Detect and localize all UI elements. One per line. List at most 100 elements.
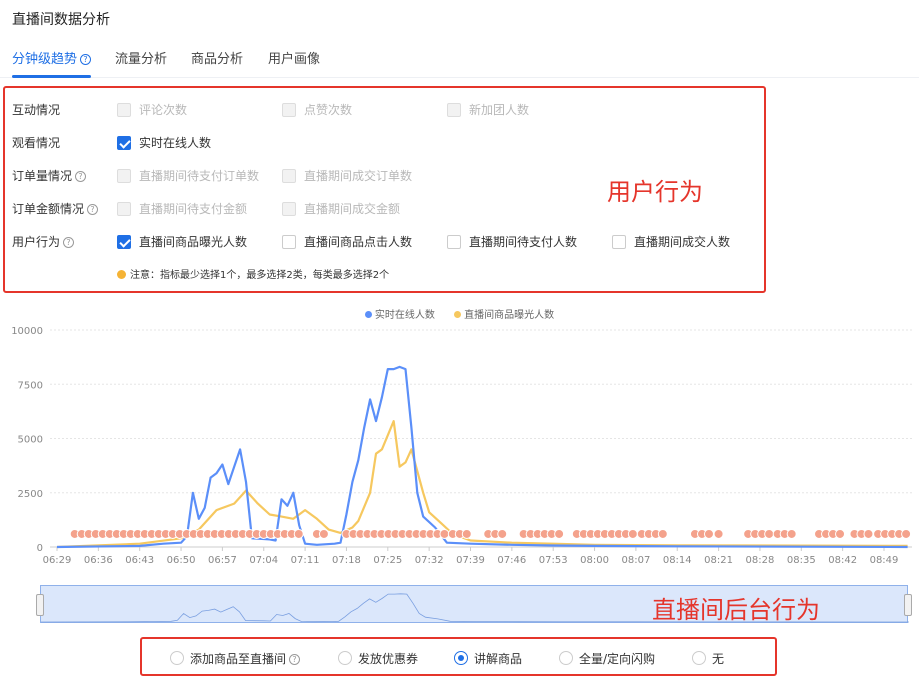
tab-user-profile[interactable]: 用户画像	[268, 52, 321, 67]
legend-item-exposure[interactable]: 直播间商品曝光人数	[454, 310, 554, 321]
radio-circle	[338, 651, 352, 665]
radio-label: 添加商品至直播间	[190, 652, 287, 666]
x-tick-label: 07:32	[415, 555, 444, 566]
x-tick-label: 06:29	[43, 555, 72, 566]
radio-circle	[692, 651, 706, 665]
radio-label: 发放优惠券	[358, 652, 419, 666]
checkbox[interactable]	[117, 103, 131, 117]
chart-legend: 实时在线人数 直播间商品曝光人数	[0, 306, 919, 321]
help-icon[interactable]: ?	[87, 204, 99, 215]
radio-label: 无	[712, 652, 725, 666]
group-label-text: 互动情况	[12, 103, 61, 117]
warning-icon	[117, 270, 126, 279]
event-marker	[835, 528, 846, 539]
event-marker	[764, 528, 775, 539]
metric-row: 订单金额情况? 直播期间待支付金额 直播期间成交金额	[12, 199, 762, 219]
checkbox-label: 直播间商品曝光人数	[139, 235, 248, 249]
metric-group-label: 订单量情况?	[12, 166, 87, 186]
x-tick-label: 07:25	[373, 555, 402, 566]
selection-note: 注意：指标最少选择1个，最多选择2类，每类最多选择2个	[117, 266, 389, 281]
metric-group-label: 观看情况	[12, 133, 60, 153]
tab-minute-trend[interactable]: 分钟级趋势?	[12, 48, 92, 78]
radio-add-product[interactable]: 添加商品至直播间?	[170, 650, 301, 667]
group-label-text: 用户行为	[12, 235, 61, 249]
checkbox[interactable]	[447, 235, 461, 249]
x-tick-label: 07:04	[249, 555, 278, 566]
x-tick-label: 08:21	[704, 555, 733, 566]
x-tick-label: 06:57	[208, 555, 237, 566]
trend-chart: 0 2500 5000 7500 10000 06:29 06:36 06:43 06:50 06…	[11, 326, 912, 566]
event-marker	[863, 528, 874, 539]
checkbox[interactable]	[282, 103, 296, 117]
y-tick-label: 5000	[18, 435, 43, 446]
range-navigator[interactable]	[36, 585, 912, 623]
metric-group-label: 订单金额情况?	[12, 199, 99, 219]
group-label-text: 订单量情况	[12, 169, 73, 183]
event-marker	[497, 528, 508, 539]
y-tick-label: 2500	[18, 489, 43, 500]
navigator-line	[41, 593, 909, 623]
x-tick-label: 08:35	[787, 555, 816, 566]
group-label-text: 观看情况	[12, 136, 61, 150]
navigator-left-handle[interactable]	[36, 594, 44, 616]
tab-traffic[interactable]: 流量分析	[115, 52, 168, 67]
x-tick-label: 06:43	[125, 555, 154, 566]
x-tick-label: 08:14	[663, 555, 692, 566]
checkbox[interactable]	[117, 235, 131, 249]
x-tick-label: 08:28	[746, 555, 775, 566]
checkbox-label: 实时在线人数	[139, 136, 212, 150]
radio-label: 讲解商品	[474, 652, 523, 666]
radio-explain-product[interactable]: 讲解商品	[454, 650, 522, 667]
checkbox-label: 直播期间待支付订单数	[139, 169, 260, 183]
checkbox-label: 直播间商品点击人数	[304, 235, 413, 249]
event-marker	[439, 528, 450, 539]
checkbox[interactable]	[117, 169, 131, 183]
checkbox[interactable]	[117, 202, 131, 216]
checkbox-label: 点赞次数	[304, 103, 353, 117]
legend-item-online[interactable]: 实时在线人数	[364, 310, 435, 321]
x-tick-label: 07:53	[539, 555, 568, 566]
checkbox-label: 直播期间成交订单数	[304, 169, 413, 183]
help-icon[interactable]: ?	[289, 654, 301, 665]
metric-row: 用户行为? 直播间商品曝光人数 直播间商品点击人数 直播期间待支付人数 直播期间成交人数	[12, 232, 762, 252]
checkbox[interactable]	[117, 136, 131, 150]
metric-group-label: 互动情况	[12, 100, 60, 120]
checkbox-label: 直播期间成交金额	[304, 202, 401, 216]
radio-circle	[559, 651, 573, 665]
tab-label: 分钟级趋势	[12, 52, 78, 67]
x-tick-label: 07:18	[332, 555, 361, 566]
checkbox[interactable]	[282, 235, 296, 249]
metric-row: 观看情况 实时在线人数	[12, 133, 762, 153]
radio-flash-sale[interactable]: 全量/定向闪购	[559, 650, 655, 667]
tab-products[interactable]: 商品分析	[191, 52, 244, 67]
metric-row: 订单量情况? 直播期间待支付订单数 直播期间成交订单数	[12, 166, 762, 186]
event-marker	[901, 528, 912, 539]
checkbox[interactable]	[282, 202, 296, 216]
y-tick-label: 7500	[18, 380, 43, 391]
y-tick-label: 0	[37, 543, 43, 554]
annotation-backend-behavior: 直播间后台行为	[652, 596, 820, 624]
event-marker	[703, 528, 714, 539]
x-tick-label: 06:50	[167, 555, 196, 566]
checkbox[interactable]	[447, 103, 461, 117]
radio-label: 全量/定向闪购	[579, 652, 656, 666]
help-icon[interactable]: ?	[63, 237, 75, 248]
navigator-right-handle[interactable]	[904, 594, 912, 616]
annotation-user-behavior: 用户行为	[607, 178, 703, 206]
radio-circle	[170, 651, 184, 665]
help-icon[interactable]: ?	[75, 171, 87, 182]
x-tick-label: 08:49	[870, 555, 899, 566]
legend-dot	[454, 311, 462, 318]
series-line-1	[56, 420, 908, 549]
series-line-0	[56, 365, 908, 549]
radio-coupon[interactable]: 发放优惠券	[338, 650, 418, 667]
checkbox[interactable]	[282, 169, 296, 183]
metric-group-label: 用户行为?	[12, 232, 75, 252]
checkbox[interactable]	[612, 235, 626, 249]
event-marker	[554, 528, 565, 539]
radio-none[interactable]: 无	[692, 650, 724, 667]
note-text: 注意：指标最少选择1个，最多选择2类，每类最多选择2个	[130, 270, 390, 281]
group-label-text: 订单金额情况	[12, 202, 85, 216]
help-icon[interactable]: ?	[80, 54, 92, 65]
metric-row: 互动情况 评论次数 点赞次数 新加团人数	[12, 100, 762, 120]
